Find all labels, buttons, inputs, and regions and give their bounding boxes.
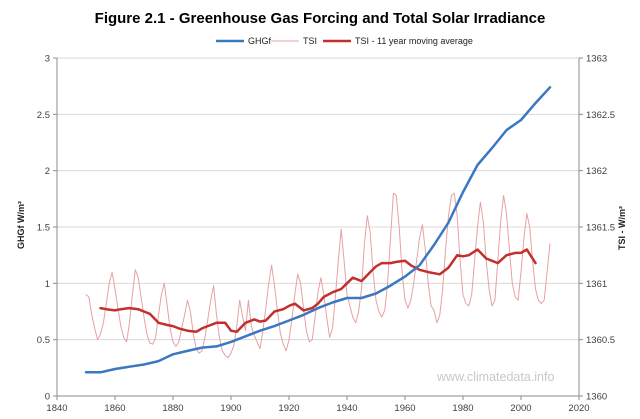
x-tick-label: 2000 [510,403,531,414]
y-left-tick-label: 1.5 [37,223,50,234]
y-right-tick-label: 1360.5 [586,335,615,346]
y-right-tick-label: 1362 [586,166,607,177]
y-right-tick-label: 1363 [586,54,607,65]
gridlines [57,57,579,397]
series-line-tsi-avg [99,248,537,334]
y-right-tick-label: 1362.5 [586,110,615,121]
y-right-tick-label: 1361.5 [586,223,615,234]
axes [53,57,583,400]
y-left-tick-label: 2 [45,166,50,177]
y-axis-right-label: TSI - W/m² [617,206,627,250]
legend-label-tsi-avg: TSI - 11 year moving average [355,36,473,46]
x-tick-label: 1900 [220,403,241,414]
x-tick-label: 1860 [104,403,125,414]
chart-title: Figure 2.1 - Greenhouse Gas Forcing and … [95,10,546,27]
y-left-tick-label: 2.5 [37,110,50,121]
x-tick-label: 1940 [336,403,357,414]
y-left-tick-label: 3 [45,54,50,65]
series-lines [84,86,552,374]
x-tick-label: 2020 [568,403,589,414]
y-left-tick-label: 0 [45,392,50,403]
watermark-text: www.climatedata.info [436,370,554,384]
x-tick-label: 1980 [452,403,473,414]
x-tick-label: 1880 [162,403,183,414]
series-line-tsi [85,192,551,359]
legend-label-ghgf: GHGf [248,36,272,46]
y-right-tick-label: 1360 [586,392,607,403]
y-left-tick-label: 0.5 [37,335,50,346]
y-right-tick-label: 1361 [586,279,607,290]
x-tick-label: 1960 [394,403,415,414]
series-line-ghgf [84,86,552,374]
tick-labels: 0 0.5 1 1.5 2 2.5 3 1360 1360.5 1361 1361.5 1362 136… [37,54,615,415]
y-axis-left-label: GHGf W/m² [16,201,26,249]
legend: GHGf TSI TSI - 11 year moving average [216,36,473,46]
x-tick-label: 1920 [278,403,299,414]
legend-label-tsi: TSI [303,36,317,46]
x-tick-label: 1840 [46,403,67,414]
y-left-tick-label: 1 [45,279,50,290]
